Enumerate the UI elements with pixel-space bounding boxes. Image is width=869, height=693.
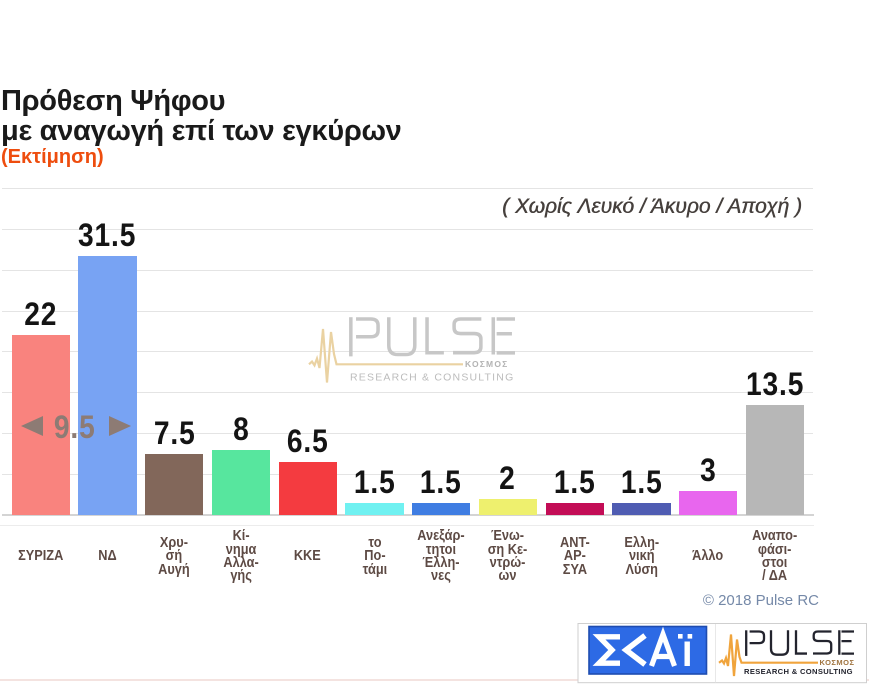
- svg-text:RESEARCH & CONSULTING: RESEARCH & CONSULTING: [350, 372, 514, 384]
- svg-text:ΚΟΣΜΟΣ: ΚΟΣΜΟΣ: [465, 359, 508, 369]
- svg-text:RESEARCH & CONSULTING: RESEARCH & CONSULTING: [744, 667, 853, 676]
- svg-text:ΚΟΣΜΟΣ: ΚΟΣΜΟΣ: [820, 658, 855, 667]
